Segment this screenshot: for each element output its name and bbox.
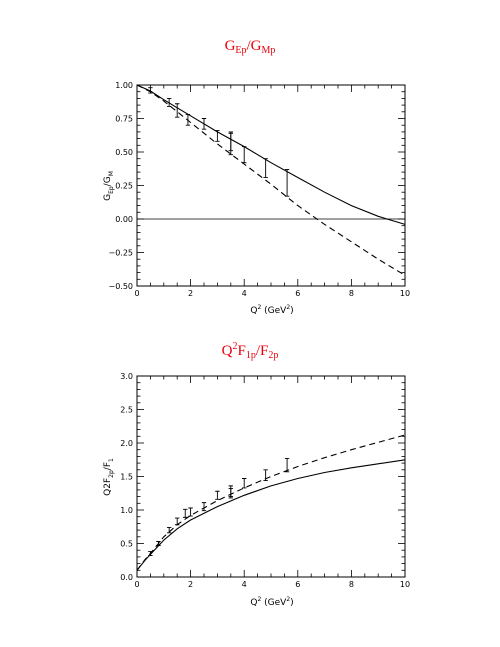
chart1-xtick-label: 2 bbox=[188, 289, 193, 298]
chart1-xtick-label: 0 bbox=[134, 289, 139, 298]
chart2-data-point bbox=[175, 517, 180, 526]
chart1-ytick-label: 0.75 bbox=[115, 115, 133, 124]
chart2-ytick-label: 0.5 bbox=[120, 540, 133, 549]
chart2-ytick-label: 0.0 bbox=[120, 573, 133, 582]
chart1-ytick-label: 0.50 bbox=[115, 148, 133, 157]
chart2-ytick-label: 3.0 bbox=[120, 372, 133, 381]
chart2-data-point bbox=[284, 457, 290, 473]
chart1-data-point bbox=[185, 114, 191, 126]
chart2-data-point bbox=[228, 485, 233, 498]
chart2-ylabel: Q2F2p/F1 bbox=[103, 458, 115, 496]
chart2-ytick-label: 1.0 bbox=[120, 506, 133, 515]
chart2-data-point bbox=[188, 507, 193, 517]
chart2-xlabel: Q2 (GeV2) bbox=[250, 596, 293, 608]
chart1-data-point bbox=[166, 97, 172, 107]
chart1-xtick-label: 10 bbox=[400, 289, 410, 298]
chart2-data-point bbox=[201, 502, 207, 512]
chart1-data-point bbox=[228, 132, 233, 156]
chart2-xtick-label: 2 bbox=[188, 580, 193, 589]
chart2-data-point bbox=[263, 469, 268, 481]
chart1-xtick-label: 4 bbox=[242, 289, 247, 298]
chart2-data-point bbox=[242, 478, 247, 489]
chart1-ytick-label: 1.00 bbox=[115, 81, 133, 90]
chart2-dashed-curve bbox=[136, 434, 406, 571]
chart2-frame bbox=[136, 375, 406, 578]
chart1-title: GEp/GMp bbox=[225, 38, 276, 56]
chart2-ytick-label: 1.5 bbox=[120, 473, 133, 482]
chart2-data-point bbox=[215, 490, 220, 500]
chart2-xtick-label: 10 bbox=[400, 580, 410, 589]
chart2-data-point bbox=[148, 551, 153, 557]
chart1-ylabel: GEp/GM bbox=[103, 171, 115, 201]
chart1-ytick-label: 0.25 bbox=[115, 182, 133, 191]
chart1-data-point bbox=[175, 103, 180, 118]
chart2-xtick-label: 0 bbox=[134, 580, 139, 589]
chart1-xtick-label: 8 bbox=[349, 289, 354, 298]
chart1-data-point bbox=[201, 118, 207, 130]
chart2-ytick-label: 2.0 bbox=[120, 439, 133, 448]
chart2-solid-curve bbox=[136, 459, 406, 571]
chart1-data-point bbox=[284, 168, 290, 197]
chart2-title: Q2F1p/F2p bbox=[222, 341, 279, 361]
chart2-data-point bbox=[183, 508, 188, 518]
chart1-data-point bbox=[242, 146, 247, 164]
chart1-ytick-label: −0.25 bbox=[108, 249, 133, 258]
chart2-data-point bbox=[166, 526, 172, 534]
chart2-data-point bbox=[156, 541, 161, 546]
chart1-xtick-label: 6 bbox=[295, 289, 300, 298]
chart1-data-point bbox=[148, 87, 153, 94]
chart1-plot: 0 2 4 6 8 10 −0.50 −0.25 0.00 0.25 0.50 0.75 1.00 bbox=[108, 81, 410, 298]
chart1-data-point bbox=[263, 158, 268, 178]
chart2-xtick-label: 6 bbox=[295, 580, 300, 589]
chart1-data-point bbox=[215, 130, 220, 142]
chart1-dashed-curve bbox=[136, 84, 406, 276]
chart2-xtick-label: 8 bbox=[349, 580, 354, 589]
chart2-xtick-label: 4 bbox=[242, 580, 247, 589]
chart2-plot: 0 2 4 6 8 10 0.0 0.5 1.0 1.5 2.0 2.5 3.0 bbox=[120, 372, 410, 589]
chart1-ytick-label: 0.00 bbox=[115, 215, 133, 224]
chart1-ytick-label: −0.50 bbox=[108, 282, 133, 291]
chart1-xlabel: Q2 (GeV2) bbox=[250, 304, 293, 316]
chart2-ytick-label: 2.5 bbox=[120, 406, 133, 415]
